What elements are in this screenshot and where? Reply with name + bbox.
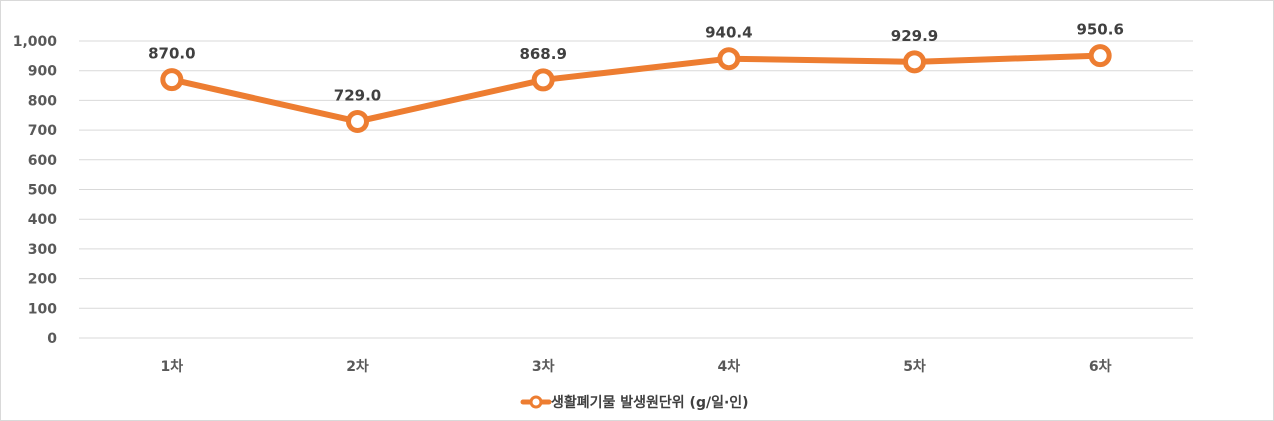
x-tick-label: 5차 bbox=[903, 359, 926, 375]
data-point bbox=[717, 47, 741, 71]
y-tick-label: 600 bbox=[28, 153, 57, 169]
y-tick-label: 500 bbox=[28, 183, 57, 199]
gridlines bbox=[79, 40, 1193, 339]
y-tick-label: 1,000 bbox=[13, 34, 58, 50]
data-label: 940.4 bbox=[705, 24, 752, 42]
data-point bbox=[160, 68, 184, 92]
data-point bbox=[1088, 44, 1112, 68]
data-label: 868.9 bbox=[519, 45, 566, 63]
legend-label: 생활폐기물 발생원단위 (g/일·인) bbox=[551, 394, 749, 411]
data-label: 870.0 bbox=[148, 45, 195, 63]
x-tick-label: 4차 bbox=[718, 359, 741, 375]
data-point bbox=[346, 109, 369, 133]
y-tick-label: 0 bbox=[47, 331, 57, 347]
data-label: 950.6 bbox=[1076, 21, 1123, 39]
x-tick-label: 2차 bbox=[346, 359, 369, 375]
x-tick-label: 3차 bbox=[532, 359, 555, 375]
series-layer bbox=[160, 44, 1112, 133]
data-label: 729.0 bbox=[334, 86, 381, 104]
data-point bbox=[531, 68, 555, 92]
legend-marker-swatch bbox=[529, 395, 543, 409]
y-tick-label: 400 bbox=[28, 212, 57, 228]
y-axis-tick-labels: 0 100 200 300 400 500 600 700 800 900 1,000 bbox=[13, 34, 58, 347]
x-tick-label: 1차 bbox=[161, 359, 184, 375]
y-tick-label: 100 bbox=[28, 301, 57, 317]
x-axis-tick-labels: 1차 2차 3차 4차 5차 6차 bbox=[161, 359, 1112, 375]
y-tick-label: 800 bbox=[28, 93, 57, 109]
data-labels: 870.0 729.0 868.9 940.4 929.9 950.6 bbox=[148, 21, 1124, 105]
y-tick-label: 200 bbox=[28, 272, 57, 288]
legend: 생활폐기물 발생원단위 (g/일·인) bbox=[520, 394, 749, 411]
x-tick-label: 6차 bbox=[1089, 359, 1112, 375]
data-label: 929.9 bbox=[891, 27, 938, 45]
data-point bbox=[903, 50, 926, 74]
y-tick-label: 900 bbox=[28, 64, 57, 80]
series-line bbox=[168, 52, 1104, 125]
y-tick-label: 700 bbox=[28, 123, 57, 139]
y-tick-label: 300 bbox=[28, 242, 57, 258]
